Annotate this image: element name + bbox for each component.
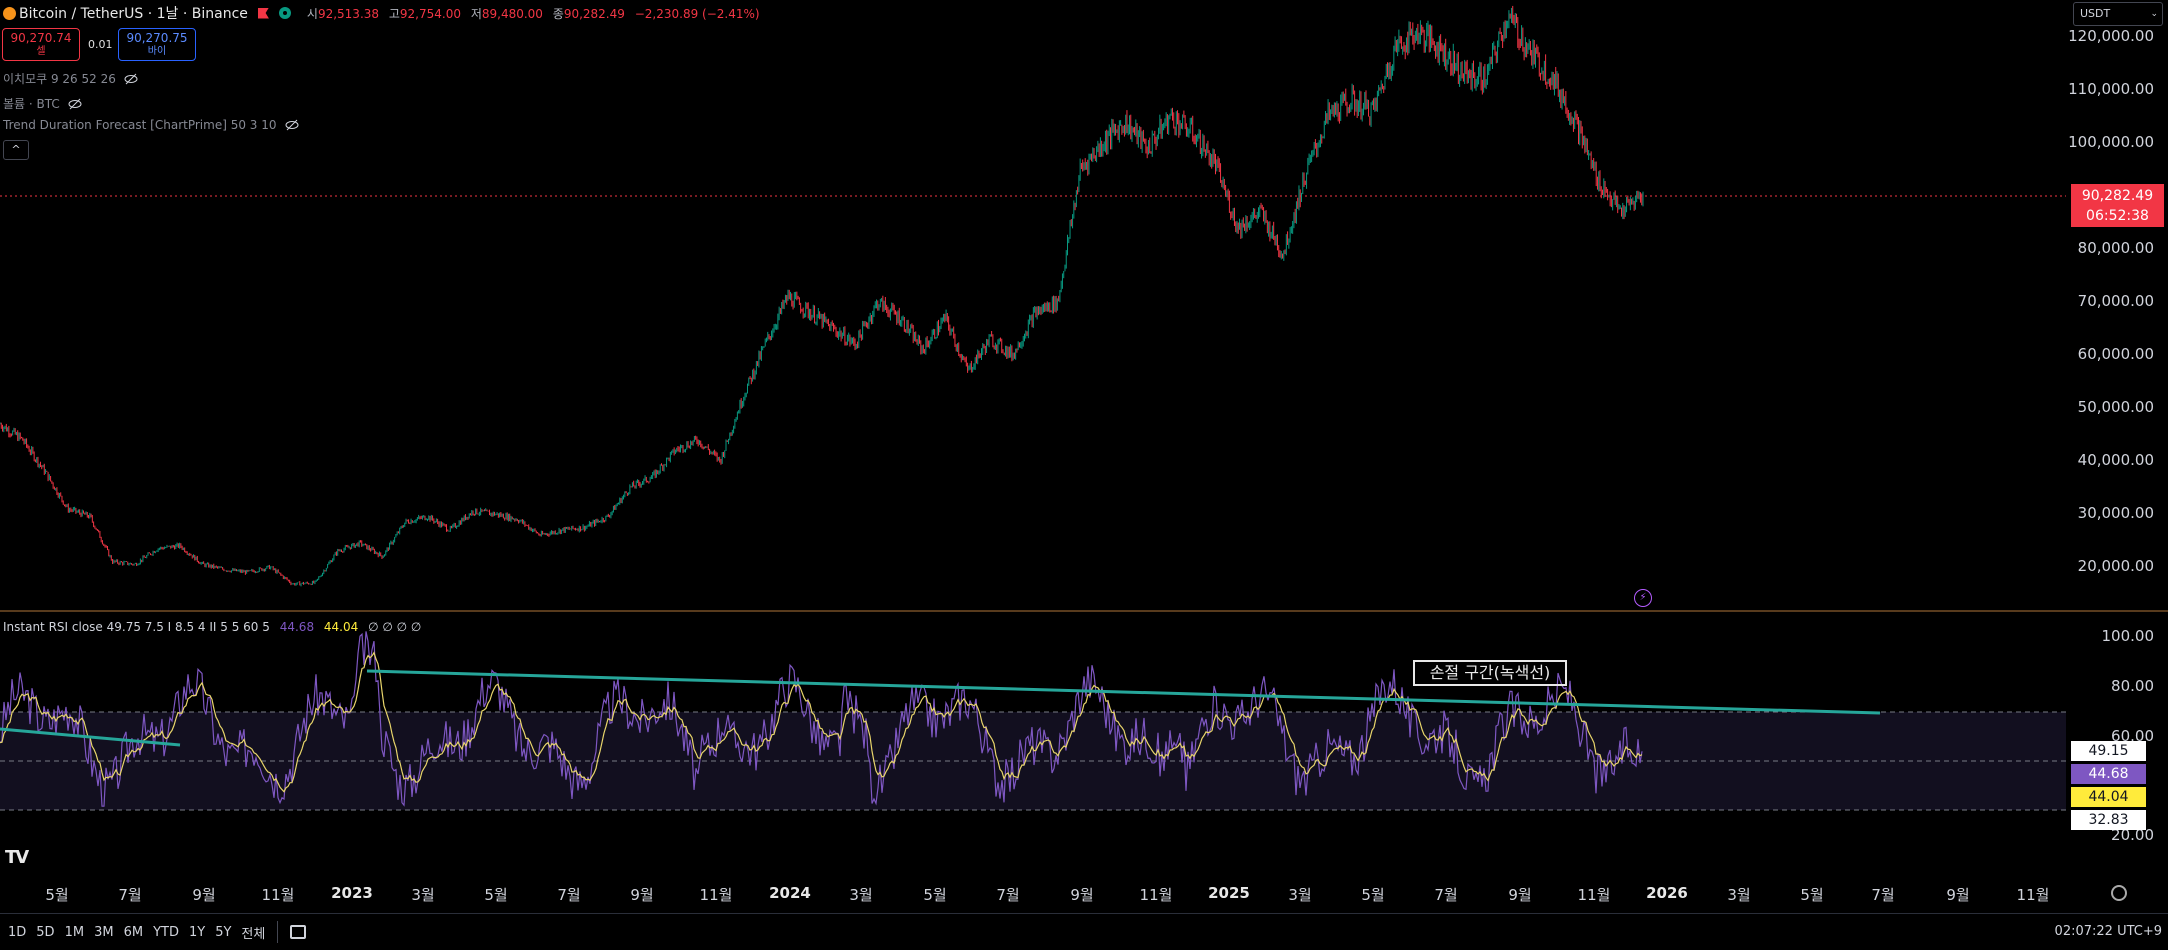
time-axis-label: 7월 bbox=[118, 886, 142, 904]
time-axis-label: 9월 bbox=[630, 886, 654, 904]
bitcoin-icon bbox=[3, 6, 16, 20]
trend-line-main bbox=[366, 669, 1881, 715]
price-axis-label: 20,000.00 bbox=[2077, 557, 2154, 575]
rsi-tag: 49.15 bbox=[2071, 741, 2146, 761]
time-axis-label: 5월 bbox=[1800, 886, 1824, 904]
currency-select[interactable]: USDT ⌄ bbox=[2073, 2, 2163, 26]
range-ytd[interactable]: YTD bbox=[153, 924, 179, 940]
flag-icon[interactable] bbox=[257, 7, 269, 19]
time-axis-label: 2023 bbox=[331, 884, 373, 902]
time-axis-label: 7월 bbox=[557, 886, 581, 904]
time-axis-label: 3월 bbox=[849, 886, 873, 904]
range-5y[interactable]: 5Y bbox=[215, 924, 232, 940]
time-axis-label: 5월 bbox=[45, 886, 69, 904]
collapse-indicators-button[interactable]: ^ bbox=[3, 140, 29, 160]
rsi-tag: 44.68 bbox=[2071, 764, 2146, 784]
rsi-axis-label: 100.00 bbox=[2101, 627, 2155, 645]
tradingview-logo[interactable]: TV bbox=[5, 847, 29, 868]
price-axis-label: 80,000.00 bbox=[2077, 239, 2154, 257]
time-axis-label: 2025 bbox=[1208, 884, 1250, 902]
buy-button[interactable]: 90,270.75 바이 bbox=[118, 28, 196, 61]
range-1y[interactable]: 1Y bbox=[188, 924, 206, 940]
range-all[interactable]: 전체 bbox=[241, 926, 266, 942]
sell-button[interactable]: 90,270.74 셀 bbox=[2, 28, 80, 61]
range-1m[interactable]: 1M bbox=[64, 924, 85, 940]
time-axis-label: 11월 bbox=[2016, 886, 2050, 904]
price-axis-label: 100,000.00 bbox=[2068, 133, 2154, 151]
rsi-signal-line bbox=[0, 651, 1643, 793]
rsi-axis-label: 20.00 bbox=[2111, 826, 2154, 844]
time-axis-label: 9월 bbox=[1508, 886, 1532, 904]
candles-group bbox=[0, 5, 1644, 587]
time-axis-label: 9월 bbox=[192, 886, 216, 904]
time-axis-label: 11월 bbox=[261, 886, 295, 904]
chart-header[interactable]: Bitcoin / TetherUS · 1날 · Binance 시92,51… bbox=[0, 2, 760, 24]
rsi-legend[interactable]: Instant RSI close 49.75 7.5 I 8.5 4 II 5… bbox=[3, 620, 422, 634]
price-axis-label: 120,000.00 bbox=[2068, 27, 2154, 45]
time-axis-label: 11월 bbox=[1139, 886, 1173, 904]
range-5d[interactable]: 5D bbox=[36, 924, 55, 940]
rsi-tag: 32.83 bbox=[2071, 810, 2146, 830]
time-axis-label: 5월 bbox=[484, 886, 508, 904]
range-1d[interactable]: 1D bbox=[8, 924, 27, 940]
rsi-tag: 44.04 bbox=[2071, 787, 2146, 807]
symbol-title[interactable]: Bitcoin / TetherUS · 1날 · Binance bbox=[19, 6, 248, 22]
trend-line-short bbox=[0, 727, 181, 747]
time-axis-label: 3월 bbox=[1727, 886, 1751, 904]
time-axis-label: 2024 bbox=[769, 884, 811, 902]
rsi-line bbox=[0, 631, 1643, 807]
time-axis-label: 3월 bbox=[1288, 886, 1312, 904]
time-axis-label: 7월 bbox=[996, 886, 1020, 904]
time-axis-label: 7월 bbox=[1871, 886, 1895, 904]
bottom-toolbar: 1D 5D 1M 3M 6M YTD 1Y 5Y 전체 02:07:22 UTC… bbox=[0, 913, 2168, 950]
lightning-icon[interactable]: ⚡ bbox=[1634, 589, 1652, 607]
hidden-eye-icon[interactable] bbox=[285, 118, 299, 132]
time-axis-label: 9월 bbox=[1070, 886, 1094, 904]
time-axis-label: 5월 bbox=[923, 886, 947, 904]
time-axis-label: 5월 bbox=[1361, 886, 1385, 904]
price-axis-label: 30,000.00 bbox=[2077, 504, 2154, 522]
indicator-trend-duration[interactable]: Trend Duration Forecast [ChartPrime] 50 … bbox=[3, 118, 299, 132]
hidden-eye-icon[interactable] bbox=[68, 97, 82, 111]
stop-loss-annotation[interactable]: 손절 구간(녹색선) bbox=[1413, 660, 1567, 686]
market-status-icon bbox=[278, 7, 291, 19]
price-axis-label: 70,000.00 bbox=[2077, 292, 2154, 310]
ohlc-values: 시92,513.38 고92,754.00 저89,480.00 종90,282… bbox=[306, 6, 760, 21]
indicator-volume[interactable]: 볼륨 · BTC bbox=[3, 95, 82, 112]
rsi-axis-label: 80.00 bbox=[2111, 677, 2154, 695]
range-6m[interactable]: 6M bbox=[123, 924, 144, 940]
range-3m[interactable]: 3M bbox=[94, 924, 114, 940]
time-axis-label: 11월 bbox=[1577, 886, 1611, 904]
price-axis-label: 40,000.00 bbox=[2077, 451, 2154, 469]
time-axis-label: 3월 bbox=[411, 886, 435, 904]
price-axis-label: 110,000.00 bbox=[2068, 80, 2154, 98]
settings-icon[interactable] bbox=[2111, 885, 2127, 901]
calendar-icon[interactable] bbox=[290, 925, 307, 939]
toolbar-divider bbox=[277, 921, 279, 943]
indicator-ichimoku[interactable]: 이치모쿠 9 26 52 26 bbox=[3, 70, 138, 87]
time-axis-label: 2026 bbox=[1646, 884, 1688, 902]
price-axis-label: 50,000.00 bbox=[2077, 398, 2154, 416]
rsi-axis-label: 60.00 bbox=[2111, 727, 2154, 745]
hidden-eye-icon[interactable] bbox=[124, 72, 138, 86]
chevron-down-icon: ⌄ bbox=[2150, 9, 2158, 19]
time-axis-label: 7월 bbox=[1434, 886, 1458, 904]
time-axis-label: 11월 bbox=[699, 886, 733, 904]
time-axis-label: 9월 bbox=[1946, 886, 1970, 904]
price-axis-label: 60,000.00 bbox=[2077, 345, 2154, 363]
spread-value: 0.01 bbox=[88, 38, 113, 51]
clock-timezone[interactable]: 02:07:22 UTC+9 bbox=[2054, 924, 2162, 939]
current-price-tag: 90,282.49 06:52:38 bbox=[2071, 184, 2164, 227]
